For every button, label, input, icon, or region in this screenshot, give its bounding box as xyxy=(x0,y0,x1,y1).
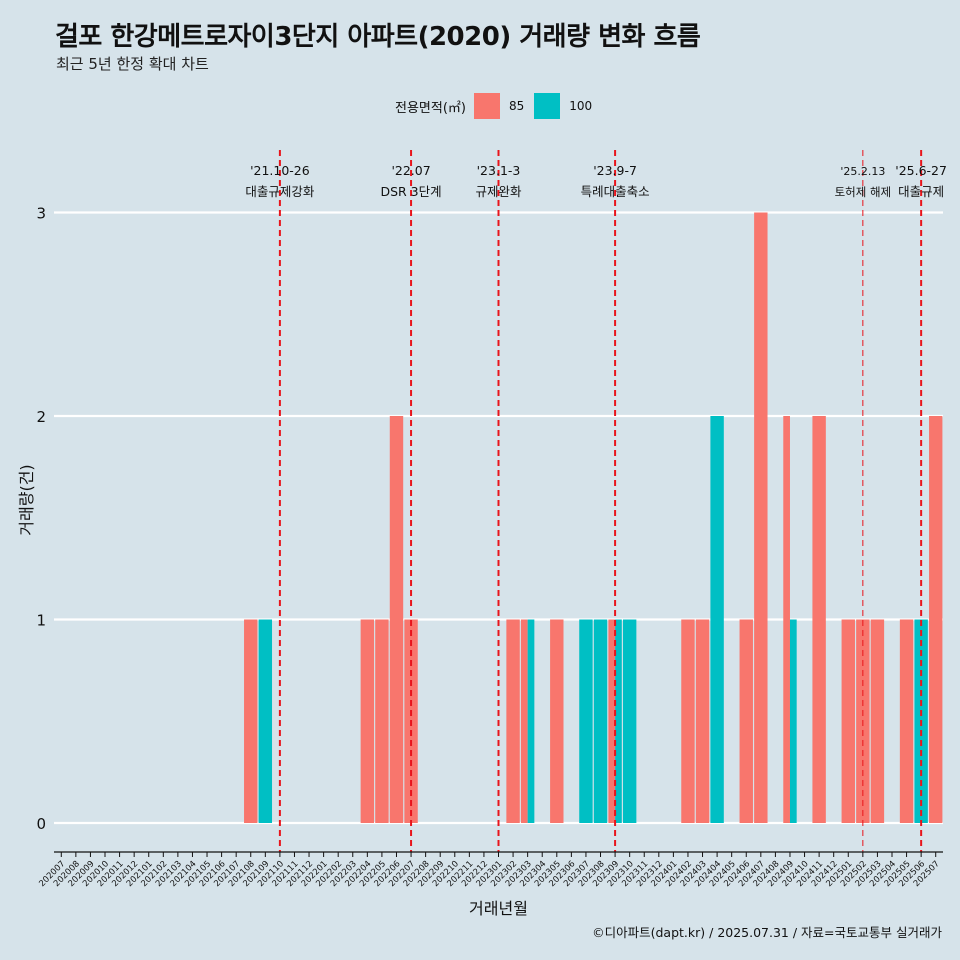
bar-85-202406 xyxy=(739,619,753,823)
legend: 전용면적(㎡) 85 100 xyxy=(395,93,602,119)
bar-85-202505 xyxy=(899,619,914,823)
bar-100-202109 xyxy=(258,619,273,823)
bar-100-202309 xyxy=(615,619,622,823)
legend-swatch-100 xyxy=(534,93,561,119)
event-date-5: '25.6-27 xyxy=(895,163,947,178)
bar-85-202309 xyxy=(608,619,616,823)
bar-85-202411 xyxy=(812,416,826,823)
source-caption: ©디아파트(dapt.kr) / 2025.07.31 / 자료=국토교통부 실… xyxy=(592,925,942,940)
bar-85-202206 xyxy=(389,416,404,823)
bar-85-202402 xyxy=(681,619,695,823)
legend-label-85: 85 xyxy=(508,99,525,113)
chart-subtitle: 최근 5년 한정 확대 차트 xyxy=(56,55,209,73)
bar-100-202303 xyxy=(527,619,535,823)
y-tick-label-0: 0 xyxy=(36,815,46,833)
event-label-0: 대출규제강화 xyxy=(245,184,315,199)
y-tick-label-3: 3 xyxy=(36,205,46,223)
legend-swatch-85 xyxy=(473,93,500,119)
event-date-1: '22.07 xyxy=(391,163,430,178)
bar-85-202303 xyxy=(520,619,528,823)
bar-85-202302 xyxy=(506,619,520,823)
bar-85-202407 xyxy=(754,212,768,823)
bar-85-202503 xyxy=(870,619,885,823)
x-axis-title: 거래년월 xyxy=(469,899,528,918)
bar-85-202403 xyxy=(695,619,710,823)
event-date-4: '25.2.13 xyxy=(840,165,885,178)
bar-85-202501 xyxy=(841,619,855,823)
bar-85-202507 xyxy=(929,416,943,823)
bar-85-202108 xyxy=(244,619,258,823)
y-axis-title: 거래량(건) xyxy=(17,464,36,535)
bar-100-202404 xyxy=(710,416,724,823)
legend-item-100: 100 xyxy=(534,93,592,119)
event-label-3: 특례대출축소 xyxy=(581,184,650,199)
bar-85-202409 xyxy=(783,416,790,823)
bar-100-202409 xyxy=(789,619,797,823)
event-date-0: '21.10-26 xyxy=(250,163,310,178)
bar-100-202308 xyxy=(593,619,608,823)
event-date-2: '23.1-3 xyxy=(477,163,521,178)
bar-100-202307 xyxy=(579,619,593,823)
legend-label-100: 100 xyxy=(569,99,593,113)
event-date-3: '23.9-7 xyxy=(593,163,637,178)
legend-title: 전용면적(㎡) xyxy=(395,100,466,116)
bar-85-202305 xyxy=(550,619,564,823)
legend-item-85: 85 xyxy=(473,93,525,119)
chart-title: 걸포 한강메트로자이3단지 아파트(2020) 거래량 변화 흐름 xyxy=(55,22,701,52)
event-label-5: 대출규제 xyxy=(898,184,944,199)
event-label-2: 규제완화 xyxy=(475,184,522,199)
y-tick-label-2: 2 xyxy=(36,408,46,426)
bar-85-202205 xyxy=(375,619,389,823)
event-label-1: DSR 3단계 xyxy=(380,184,441,199)
bar-100-202310 xyxy=(622,619,637,823)
y-tick-label-1: 1 xyxy=(36,612,46,630)
bar-85-202204 xyxy=(360,619,375,823)
event-label-4: 토허제 해제 xyxy=(835,185,892,199)
